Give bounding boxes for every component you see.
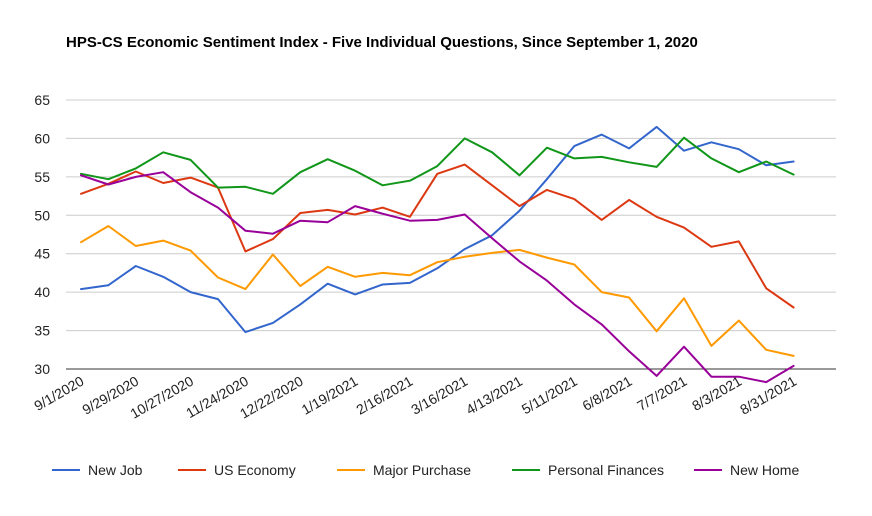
y-tick-label: 35	[34, 323, 50, 339]
legend-label: US Economy	[214, 462, 296, 478]
y-tick-label: 50	[34, 207, 50, 223]
legend-label: Personal Finances	[548, 462, 664, 478]
x-tick-label: 5/11/2021	[519, 373, 580, 418]
series-line-personal-finances	[80, 136, 795, 195]
legend-label: New Job	[88, 462, 143, 478]
chart-title: HPS-CS Economic Sentiment Index - Five I…	[66, 34, 698, 51]
x-tick-label: 1/19/2021	[299, 373, 361, 418]
x-tick-label: 10/27/2020	[127, 373, 196, 422]
x-tick-label: 8/3/2021	[689, 373, 744, 414]
y-tick-label: 65	[34, 92, 50, 108]
legend: New Job US Economy Major Purchase Personal …	[52, 462, 799, 478]
grid-lines	[66, 99, 836, 370]
y-tick-label: 55	[34, 169, 50, 185]
x-tick-label: 7/7/2021	[634, 373, 689, 414]
series-line-major-purchase	[80, 225, 795, 357]
y-tick-label: 30	[34, 361, 50, 377]
x-tick-label: 3/16/2021	[408, 373, 470, 418]
x-axis-ticks: 9/1/20209/29/202010/27/202011/24/202012/…	[31, 373, 799, 422]
x-tick-label: 4/13/2021	[463, 373, 525, 418]
series-line-new-home	[80, 171, 795, 384]
legend-label: New Home	[730, 462, 799, 478]
x-tick-label: 6/8/2021	[579, 373, 634, 414]
x-tick-label: 2/16/2021	[353, 373, 415, 418]
x-tick-label: 9/1/2020	[31, 373, 86, 414]
series-line-new-job	[80, 125, 795, 334]
y-tick-label: 45	[34, 246, 50, 262]
series-lines	[80, 125, 795, 384]
x-tick-label: 8/31/2021	[737, 373, 799, 418]
y-axis-ticks: 30 35 40 45 50 55 60 65	[34, 92, 50, 377]
x-tick-label: 12/22/2020	[237, 373, 306, 422]
y-tick-label: 60	[34, 130, 50, 146]
legend-label: Major Purchase	[373, 462, 471, 478]
series-line-us-economy	[80, 163, 795, 309]
y-tick-label: 40	[34, 284, 50, 300]
